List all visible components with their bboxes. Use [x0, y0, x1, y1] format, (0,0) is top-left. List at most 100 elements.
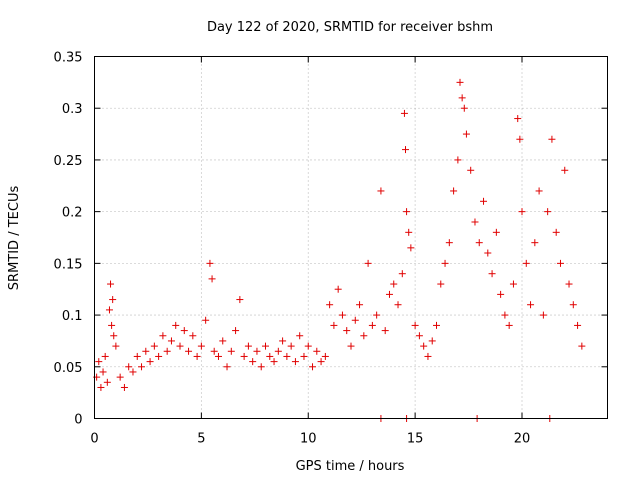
data-point: [193, 352, 201, 360]
data-point: [527, 301, 535, 309]
y-tick-label: 0: [74, 413, 82, 428]
data-point: [107, 280, 115, 288]
data-point: [270, 358, 278, 366]
data-point: [223, 363, 231, 371]
data-point: [377, 187, 385, 195]
data-point: [411, 321, 419, 329]
data-point: [424, 352, 432, 360]
data-point: [99, 368, 107, 376]
data-point: [356, 301, 364, 309]
data-point: [509, 280, 517, 288]
data-point: [236, 296, 244, 304]
data-point: [460, 104, 468, 112]
x-tick-label: 10: [300, 432, 317, 447]
data-point: [146, 358, 154, 366]
data-point: [309, 363, 317, 371]
data-point: [475, 239, 483, 247]
chart-title: Day 122 of 2020, SRMTID for receiver bsh…: [207, 20, 493, 35]
y-tick-label: 0.05: [54, 361, 83, 376]
data-point: [454, 156, 462, 164]
data-point: [120, 383, 128, 391]
data-point: [441, 259, 449, 267]
data-point: [400, 109, 408, 117]
data-point: [535, 187, 543, 195]
data-point: [125, 363, 133, 371]
data-point: [484, 249, 492, 257]
y-tick-labels: 0 0.05 0.1 0.15 0.2 0.25 0.3 0.35: [54, 51, 83, 428]
data-point: [219, 337, 227, 345]
data-point: [402, 146, 410, 154]
data-point: [405, 228, 413, 236]
data-point: [101, 352, 109, 360]
data-point: [163, 347, 171, 355]
x-tick-label: 0: [90, 432, 98, 447]
y-tick-label: 0.35: [54, 51, 83, 66]
x-tick-label: 15: [407, 432, 424, 447]
data-point: [462, 130, 470, 138]
data-point: [433, 321, 440, 329]
data-point: [116, 373, 124, 381]
data-point: [531, 239, 539, 247]
data-point: [394, 301, 402, 309]
data-point: [266, 352, 274, 360]
x-axis-label: GPS time / hours: [296, 459, 405, 474]
data-point: [403, 208, 411, 216]
data-point: [291, 358, 299, 366]
data-point: [112, 342, 120, 350]
y-tick-label: 0.1: [62, 309, 83, 324]
data-point: [407, 244, 415, 252]
data-point: [415, 332, 423, 340]
data-points: [93, 78, 586, 422]
data-point: [176, 342, 184, 350]
data-point: [556, 259, 564, 267]
data-point: [287, 342, 295, 350]
data-point: [206, 259, 214, 267]
data-point: [208, 275, 216, 283]
data-point: [274, 347, 282, 355]
data-point: [110, 332, 118, 340]
data-point: [313, 347, 321, 355]
grid-lines: [94, 56, 608, 419]
y-tick-label: 0.15: [54, 257, 83, 272]
data-point: [95, 358, 103, 366]
data-point: [279, 337, 287, 345]
data-point: [103, 378, 111, 386]
data-point: [321, 352, 329, 360]
data-point: [105, 306, 113, 314]
data-point: [150, 342, 158, 350]
data-point: [471, 218, 479, 226]
data-point: [360, 332, 368, 340]
data-point: [244, 342, 252, 350]
data-point: [516, 135, 524, 143]
x-tick-labels: 0 5 10 15 20: [90, 432, 530, 447]
data-point: [428, 337, 436, 345]
data-point: [539, 311, 547, 319]
data-point: [197, 342, 205, 350]
y-tick-label: 0.2: [62, 206, 83, 221]
data-point: [227, 347, 235, 355]
data-point: [522, 259, 530, 267]
data-point: [488, 270, 496, 278]
data-point: [283, 352, 291, 360]
data-point: [385, 290, 393, 298]
data-point: [398, 270, 406, 278]
data-point: [129, 368, 137, 376]
data-point: [133, 352, 141, 360]
y-axis-label: SRMTID / TECUs: [7, 186, 22, 291]
data-point: [180, 327, 188, 335]
axis-ticks: [94, 56, 608, 419]
data-point: [347, 342, 355, 350]
data-point: [257, 363, 265, 371]
data-point: [155, 352, 163, 360]
x-tick-label: 5: [197, 432, 205, 447]
y-tick-label: 0.25: [54, 154, 83, 169]
data-point: [574, 321, 582, 329]
data-point: [437, 280, 445, 288]
data-point: [544, 208, 552, 216]
data-point: [159, 332, 167, 340]
data-point: [565, 280, 573, 288]
data-point: [492, 228, 500, 236]
data-point: [138, 363, 146, 371]
data-point: [368, 321, 376, 329]
data-point: [317, 358, 325, 366]
